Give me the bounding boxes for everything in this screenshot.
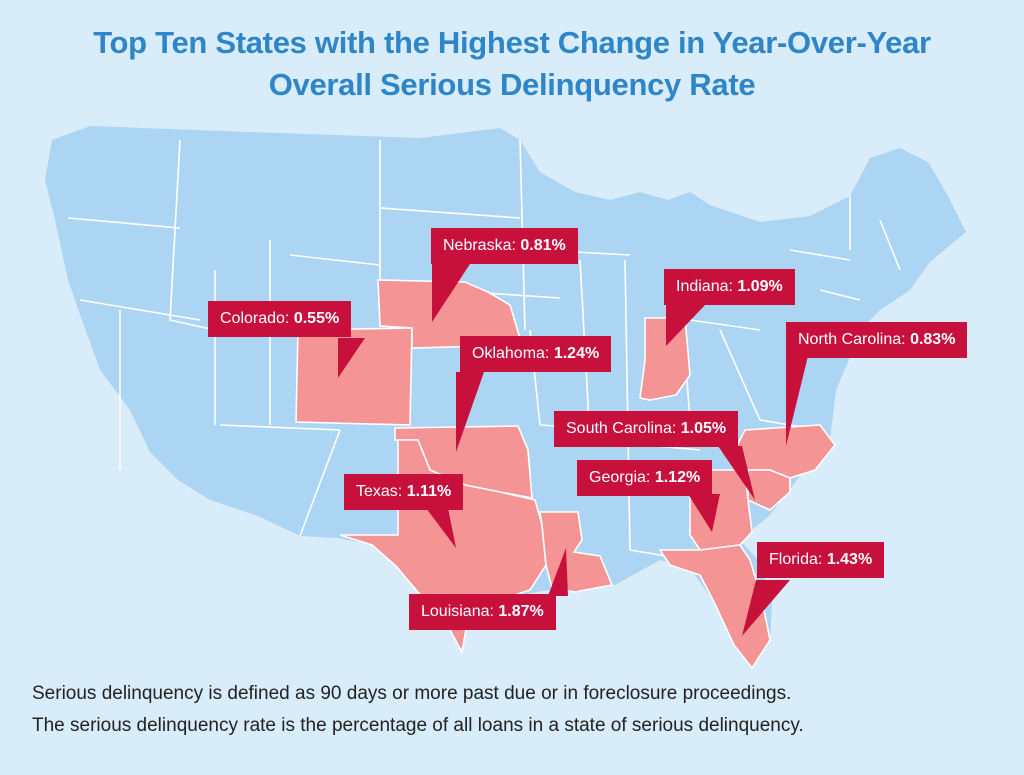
callout-georgia: Georgia: 1.12% <box>577 460 713 496</box>
callout-value: 0.83% <box>910 331 956 348</box>
callout-oklahoma: Oklahoma: 1.24% <box>460 336 612 372</box>
pointer-florida <box>742 580 790 636</box>
callout-state-name: Nebraska: <box>443 237 516 254</box>
callout-value: 1.09% <box>737 278 783 295</box>
callout-state-name: Georgia: <box>589 469 651 486</box>
callout-state-name: Florida: <box>769 551 823 568</box>
callout-state-name: Colorado: <box>220 310 290 327</box>
callout-pointers <box>338 264 808 636</box>
callout-colorado: Colorado: 0.55% <box>208 301 352 337</box>
footnote: Serious delinquency is defined as 90 day… <box>32 678 1002 742</box>
pointer-north-carolina <box>786 356 808 446</box>
callout-north-carolina: North Carolina: 0.83% <box>786 322 968 358</box>
callout-state-name: Indiana: <box>676 278 733 295</box>
callout-state-name: South Carolina: <box>566 420 677 437</box>
title-line-1: Top Ten States with the Highest Change i… <box>93 25 931 60</box>
callout-florida: Florida: 1.43% <box>757 542 885 578</box>
callout-texas: Texas: 1.11% <box>344 474 464 510</box>
state-florida <box>658 544 771 670</box>
pointer-texas <box>426 508 456 548</box>
callout-value: 0.55% <box>293 310 340 327</box>
callout-state-name: Texas: <box>356 483 403 500</box>
callout-value: 1.05% <box>680 420 727 437</box>
callout-nebraska: Nebraska: 0.81% <box>431 228 578 264</box>
callout-state-name: North Carolina: <box>798 331 906 348</box>
callout-value: 1.87% <box>498 603 544 620</box>
callout-state-name: Louisiana: <box>421 603 494 620</box>
pointer-south-carolina <box>718 446 755 500</box>
page-title: Top Ten States with the Highest Change i… <box>0 22 1024 106</box>
callout-value: 1.12% <box>654 469 701 486</box>
callout-south-carolina: South Carolina: 1.05% <box>554 411 739 447</box>
pointer-indiana <box>666 304 706 346</box>
pointer-georgia <box>688 494 720 532</box>
callout-value: 1.11% <box>406 483 452 500</box>
state-colorado <box>295 327 413 426</box>
callout-value: 1.43% <box>826 551 873 568</box>
footnote-line-1: Serious delinquency is defined as 90 day… <box>32 683 792 704</box>
pointer-oklahoma <box>456 372 484 452</box>
pointer-louisiana <box>548 548 568 596</box>
state-indiana <box>639 317 691 401</box>
callout-value: 1.24% <box>553 345 600 362</box>
title-line-2: Overall Serious Delinquency Rate <box>268 67 756 102</box>
callout-value: 0.81% <box>520 237 566 254</box>
pointer-nebraska <box>432 264 470 322</box>
footnote-line-2: The serious delinquency rate is the perc… <box>32 715 804 736</box>
callout-state-name: Oklahoma: <box>472 345 550 362</box>
callout-louisiana: Louisiana: 1.87% <box>409 594 556 630</box>
callout-indiana: Indiana: 1.09% <box>664 269 795 305</box>
pointer-colorado <box>338 338 365 378</box>
